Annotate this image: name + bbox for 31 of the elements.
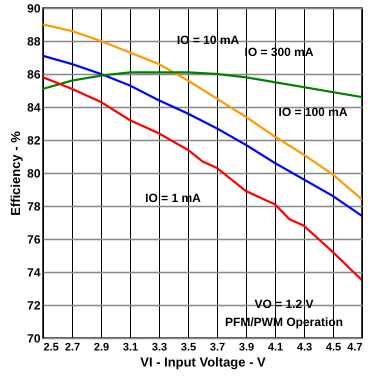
- x-tick-label: 3.7: [210, 342, 226, 354]
- x-axis-title: VI - Input Voltage - V: [140, 354, 266, 370]
- y-tick-label: 76: [27, 232, 41, 246]
- x-tick-label: 3.9: [238, 342, 254, 354]
- y-tick-label: 74: [27, 266, 41, 280]
- y-tick-label: 80: [27, 166, 41, 180]
- y-tick-label: 70: [27, 332, 41, 346]
- y-tick-label: 82: [27, 134, 41, 148]
- y-tick-label: 88: [27, 34, 41, 48]
- line-series: [43, 71, 362, 98]
- x-tick-label: 4.1: [268, 342, 284, 354]
- x-tick-label: 4.7: [347, 342, 362, 354]
- y-axis-title: Efficiency - %: [8, 130, 24, 216]
- x-tick-label: 2.9: [94, 342, 110, 354]
- y-tick-label: 90: [27, 2, 41, 16]
- x-tick-label: 4.3: [296, 342, 312, 354]
- x-tick-label: 4.5: [326, 342, 342, 354]
- y-tick-label: 72: [27, 298, 41, 312]
- x-tick-label: 2.5: [44, 342, 59, 354]
- x-tick-label: 3.1: [122, 342, 138, 354]
- annotation: IO = 10 mA: [176, 33, 240, 47]
- y-tick-label: 84: [27, 100, 41, 114]
- x-tick-label: 2.7: [64, 342, 80, 354]
- annotation: VO = 1.2 V: [254, 297, 314, 311]
- line-series: [43, 76, 362, 282]
- x-tick-label: 3.3: [152, 342, 168, 354]
- y-tick-label: 78: [27, 200, 41, 214]
- y-tick-label: 86: [27, 68, 41, 82]
- x-tick-label: 3.5: [180, 342, 196, 354]
- line-series: [43, 54, 362, 217]
- line-series: [43, 23, 362, 200]
